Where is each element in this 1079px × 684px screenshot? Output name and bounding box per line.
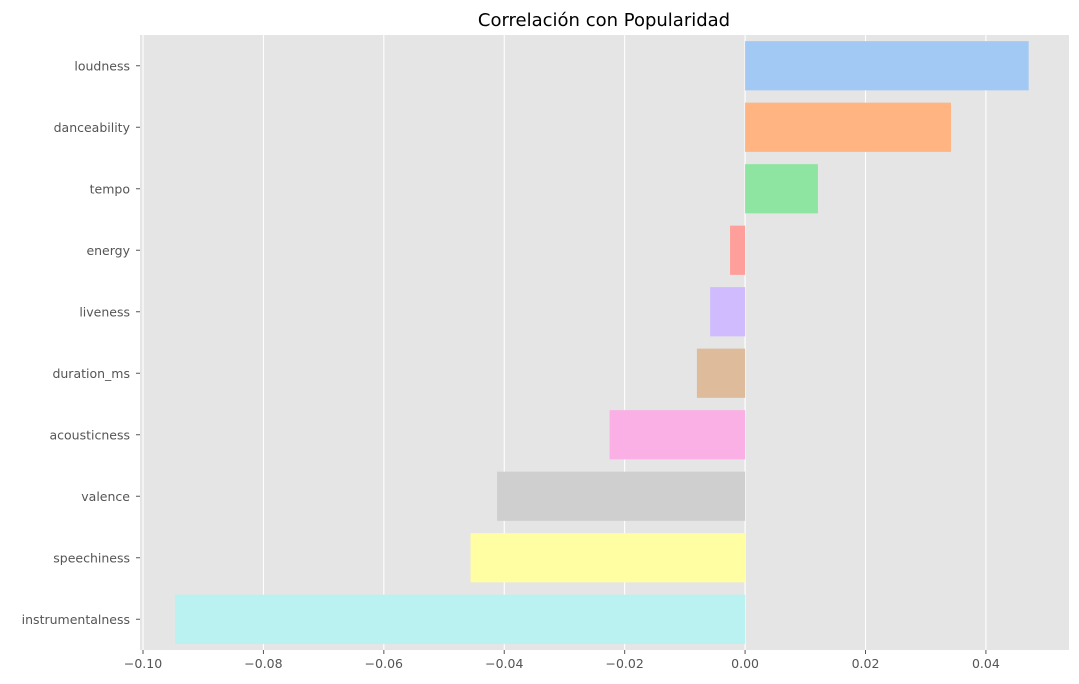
bar-valence — [497, 471, 746, 521]
bars — [174, 41, 1029, 644]
bar-loudness — [745, 41, 1029, 91]
y-tick-label: valence — [81, 489, 130, 504]
x-tick-label: 0.04 — [972, 656, 1000, 671]
x-axis: −0.10 −0.08 −0.06 −0.04 −0.02 0.00 0.02 0.04 — [124, 650, 1000, 671]
y-axis: loudness danceability tempo energy liveness d… — [22, 58, 140, 627]
bar-energy — [730, 225, 746, 275]
x-tick-label: 0.00 — [731, 656, 759, 671]
y-tick-label: speechiness — [53, 550, 130, 565]
bar-acousticness — [609, 410, 746, 460]
chart-title: Correlación con Popularidad — [478, 10, 730, 31]
y-tick-label: energy — [86, 243, 130, 258]
y-tick-label: liveness — [79, 304, 130, 319]
x-tick-label: 0.02 — [852, 656, 880, 671]
x-tick-label: −0.04 — [485, 656, 523, 671]
y-tick-label: duration_ms — [52, 366, 130, 381]
bar-danceability — [745, 102, 951, 152]
y-tick-label: loudness — [74, 58, 130, 73]
x-tick-label: −0.10 — [124, 656, 162, 671]
x-tick-label: −0.02 — [606, 656, 644, 671]
grid-lines — [142, 35, 987, 650]
y-tick-label: acousticness — [50, 427, 131, 442]
y-tick-label: instrumentalness — [22, 612, 130, 627]
y-tick-label: tempo — [90, 181, 130, 196]
bar-instrumentalness — [174, 594, 746, 644]
bar-tempo — [745, 164, 818, 214]
x-tick-label: −0.06 — [365, 656, 403, 671]
bar-duration-ms — [696, 348, 746, 398]
x-tick-label: −0.08 — [244, 656, 282, 671]
bar-liveness — [710, 287, 746, 337]
y-tick-label: danceability — [54, 120, 131, 135]
bar-speechiness — [470, 533, 746, 583]
